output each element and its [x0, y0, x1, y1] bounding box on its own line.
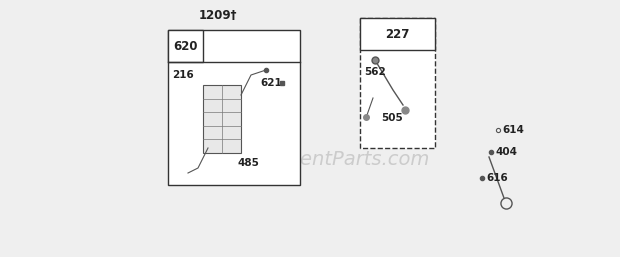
Text: 505: 505: [381, 113, 403, 123]
Text: 485: 485: [237, 158, 259, 168]
Text: 227: 227: [385, 27, 409, 41]
Text: 404: 404: [495, 147, 517, 157]
Text: eReplacementParts.com: eReplacementParts.com: [191, 150, 429, 169]
Text: 616: 616: [486, 173, 508, 183]
Text: 620: 620: [173, 40, 197, 52]
Bar: [168, 30, 300, 185]
Text: 1209†: 1209†: [199, 9, 237, 22]
Text: 562: 562: [364, 67, 386, 77]
Text: 621: 621: [260, 78, 281, 88]
Text: 216: 216: [172, 70, 193, 80]
Bar: [360, 18, 435, 50]
Bar: [203, 85, 241, 153]
Bar: [168, 30, 203, 62]
Text: 614: 614: [502, 125, 524, 135]
Bar: [360, 18, 435, 148]
